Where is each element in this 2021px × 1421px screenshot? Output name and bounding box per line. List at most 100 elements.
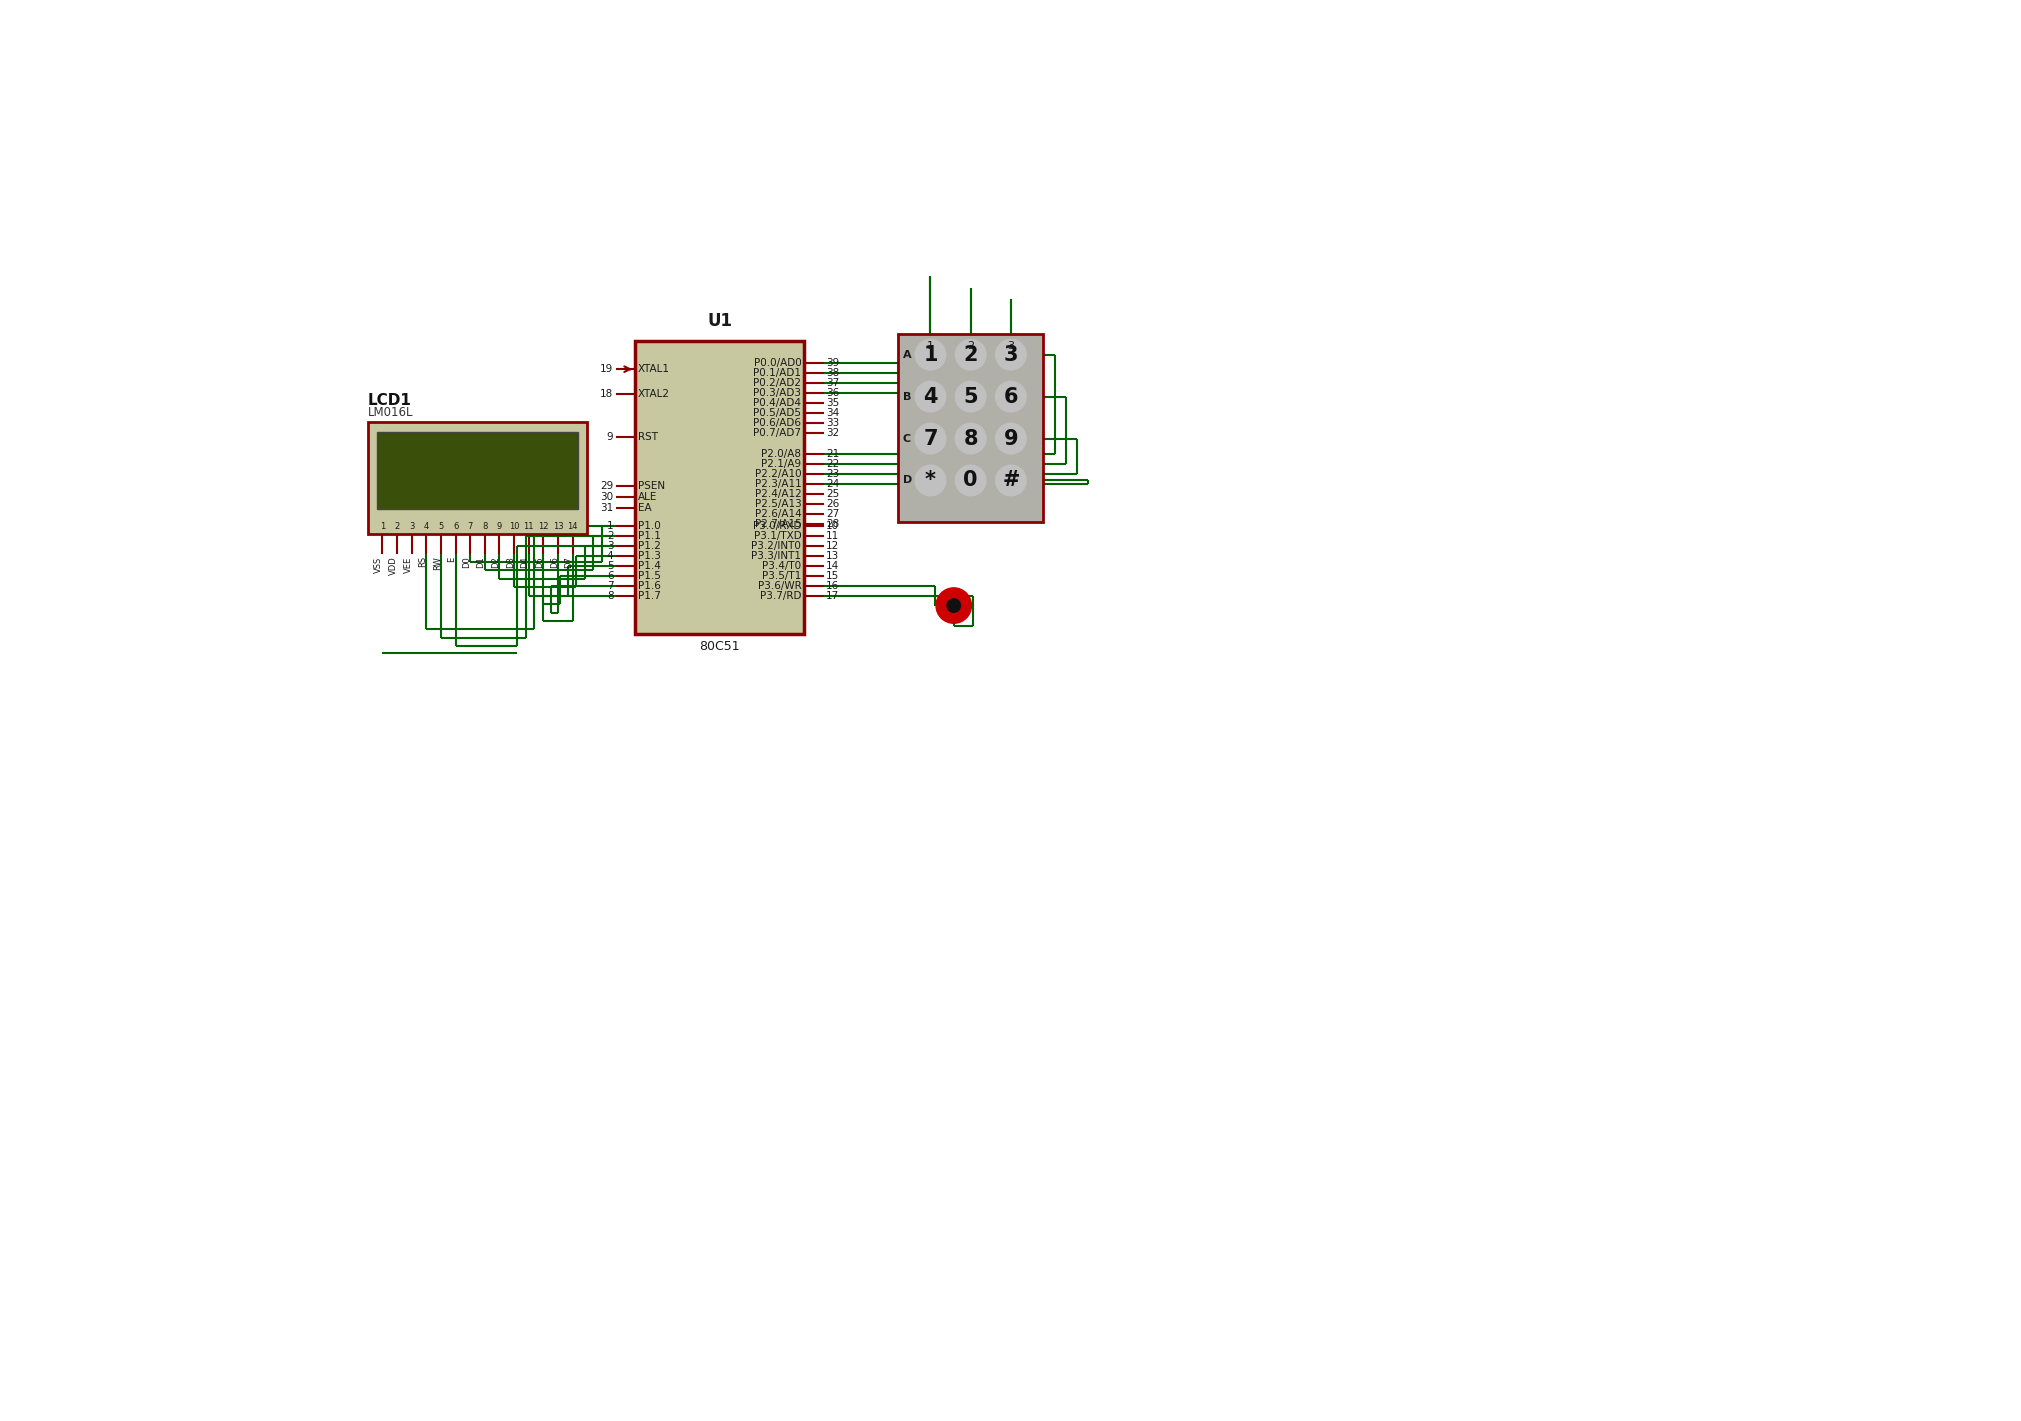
Text: P1.1: P1.1 (639, 531, 661, 541)
Text: D3: D3 (505, 556, 515, 568)
Text: P0.6/AD6: P0.6/AD6 (754, 418, 800, 428)
Text: 14: 14 (827, 561, 839, 571)
Text: 24: 24 (827, 479, 839, 489)
Text: LM016L: LM016L (368, 406, 412, 419)
Text: P0.3/AD3: P0.3/AD3 (754, 388, 800, 398)
Text: 13: 13 (827, 551, 839, 561)
Text: 39: 39 (827, 358, 839, 368)
Text: P0.1/AD1: P0.1/AD1 (754, 368, 800, 378)
Text: 4: 4 (424, 522, 428, 531)
Text: P3.2/INT0: P3.2/INT0 (752, 541, 800, 551)
Text: 5: 5 (606, 561, 614, 571)
Text: P2.3/A11: P2.3/A11 (754, 479, 800, 489)
Text: A: A (903, 350, 911, 360)
Text: D1: D1 (477, 556, 485, 568)
Text: 16: 16 (827, 581, 839, 591)
Text: 29: 29 (600, 482, 614, 492)
Text: P0.4/AD4: P0.4/AD4 (754, 398, 800, 408)
Circle shape (936, 588, 972, 624)
Text: 18: 18 (600, 389, 614, 399)
Text: P2.0/A8: P2.0/A8 (762, 449, 800, 459)
Text: 9: 9 (1004, 429, 1019, 449)
Text: 23: 23 (827, 469, 839, 479)
Text: 31: 31 (600, 503, 614, 513)
Text: 5: 5 (964, 387, 978, 406)
Text: 13: 13 (552, 522, 564, 531)
Text: LCD1: LCD1 (368, 394, 412, 408)
Circle shape (996, 465, 1027, 496)
Text: D0: D0 (463, 556, 471, 568)
Text: VEE: VEE (404, 556, 412, 573)
Text: VDD: VDD (388, 556, 398, 576)
Text: P2.4/A12: P2.4/A12 (754, 489, 800, 499)
Text: P1.2: P1.2 (639, 541, 661, 551)
Text: 7: 7 (606, 581, 614, 591)
Circle shape (916, 381, 946, 412)
Text: VSS: VSS (374, 556, 384, 573)
Text: D7: D7 (564, 556, 574, 568)
Text: 19: 19 (600, 364, 614, 374)
Text: 9: 9 (497, 522, 501, 531)
Circle shape (956, 465, 986, 496)
Text: P2.7/A15: P2.7/A15 (754, 519, 800, 529)
Text: 11: 11 (523, 522, 534, 531)
Text: 7: 7 (924, 429, 938, 449)
Text: 9: 9 (606, 432, 614, 442)
Text: P2.5/A13: P2.5/A13 (754, 499, 800, 509)
Bar (635, 341, 804, 634)
Text: 15: 15 (827, 571, 839, 581)
Text: 12: 12 (827, 541, 839, 551)
Text: 36: 36 (827, 388, 839, 398)
Text: 0: 0 (964, 470, 978, 490)
Text: P3.0/RXD: P3.0/RXD (752, 522, 800, 531)
Text: 6: 6 (453, 522, 459, 531)
Bar (378, 432, 578, 509)
Text: 6: 6 (606, 571, 614, 581)
Text: 2: 2 (964, 345, 978, 365)
Text: P1.6: P1.6 (639, 581, 661, 591)
Text: *: * (926, 470, 936, 490)
Text: 30: 30 (600, 492, 614, 502)
Text: P3.4/T0: P3.4/T0 (762, 561, 800, 571)
Text: 37: 37 (827, 378, 839, 388)
Circle shape (948, 598, 960, 612)
Text: 1: 1 (380, 522, 386, 531)
Text: RST: RST (639, 432, 659, 442)
Text: 28: 28 (827, 519, 839, 529)
Text: EA: EA (639, 503, 651, 513)
Text: 1: 1 (924, 345, 938, 365)
Circle shape (956, 340, 986, 369)
Circle shape (956, 423, 986, 453)
Text: 2: 2 (968, 341, 974, 351)
Text: 2: 2 (394, 522, 400, 531)
Text: D2: D2 (491, 556, 501, 568)
Text: 1: 1 (928, 341, 934, 351)
Text: P1.7: P1.7 (639, 591, 661, 601)
Text: 10: 10 (827, 522, 839, 531)
Text: P1.3: P1.3 (639, 551, 661, 561)
Text: 33: 33 (827, 418, 839, 428)
Text: 80C51: 80C51 (699, 639, 740, 652)
Text: P0.5/AD5: P0.5/AD5 (754, 408, 800, 418)
Text: D: D (903, 476, 911, 486)
Text: 8: 8 (964, 429, 978, 449)
Text: P3.5/T1: P3.5/T1 (762, 571, 800, 581)
Circle shape (916, 423, 946, 453)
Text: 14: 14 (568, 522, 578, 531)
Text: 3: 3 (1006, 341, 1015, 351)
Text: P1.4: P1.4 (639, 561, 661, 571)
Text: D4: D4 (521, 556, 530, 568)
Bar (897, 334, 1043, 523)
Text: ALE: ALE (639, 492, 657, 502)
Text: U1: U1 (707, 313, 732, 331)
Text: 32: 32 (827, 428, 839, 438)
Text: 25: 25 (827, 489, 839, 499)
Text: E: E (447, 556, 457, 561)
Circle shape (916, 465, 946, 496)
Text: P3.1/TXD: P3.1/TXD (754, 531, 800, 541)
Text: 3: 3 (1004, 345, 1019, 365)
Text: P2.2/A10: P2.2/A10 (754, 469, 800, 479)
Text: D5: D5 (536, 556, 544, 568)
Text: 35: 35 (827, 398, 839, 408)
Text: 38: 38 (827, 368, 839, 378)
